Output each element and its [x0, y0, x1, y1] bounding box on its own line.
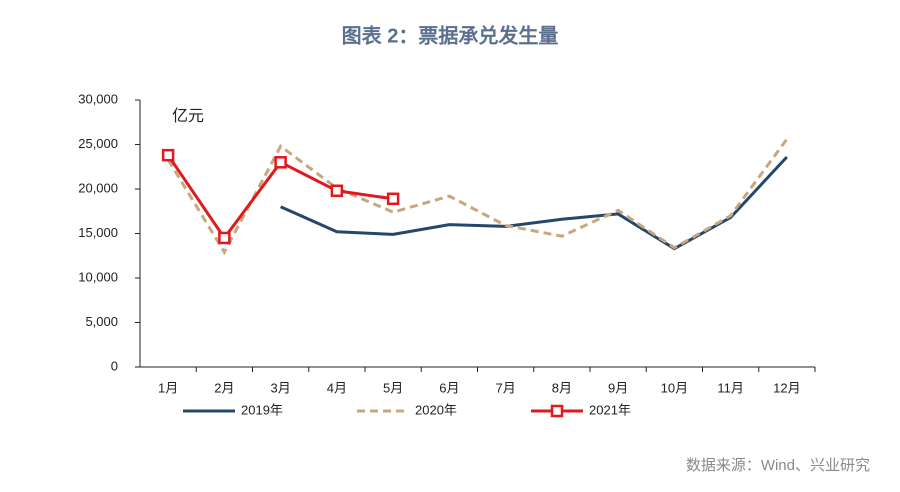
point-marker — [330, 184, 344, 198]
source-note: 数据来源：Wind、兴业研究 — [686, 457, 870, 474]
legend-marker — [550, 404, 564, 418]
x-tick-label: 2月 — [214, 380, 234, 395]
y-tick-label: 0 — [111, 358, 118, 373]
x-tick-label: 3月 — [271, 380, 291, 395]
x-tick-label: 7月 — [496, 380, 516, 395]
y-tick-label: 30,000 — [78, 91, 118, 106]
y-tick-label: 25,000 — [78, 136, 118, 151]
x-tick-label: 8月 — [552, 380, 572, 395]
chart-title: 图表 2：票据承兑发生量 — [342, 23, 559, 47]
x-tick-label: 6月 — [439, 380, 459, 395]
y-tick-label: 10,000 — [78, 269, 118, 284]
series-line — [280, 155, 788, 251]
legend-label: 2019年 — [241, 402, 283, 417]
point-marker — [386, 192, 400, 206]
point-marker — [161, 148, 175, 162]
series-line — [166, 138, 789, 256]
x-tick-label: 1月 — [158, 380, 178, 395]
x-tick-label: 10月 — [661, 380, 688, 395]
y-tick-label: 20,000 — [78, 180, 118, 195]
x-tick-label: 9月 — [608, 380, 628, 395]
legend-label: 2020年 — [415, 402, 457, 417]
y-axis-unit: 亿元 — [172, 107, 204, 125]
x-tick-label: 5月 — [383, 380, 403, 395]
legend-label: 2021年 — [589, 402, 631, 417]
x-tick-label: 12月 — [773, 380, 800, 395]
y-tick-label: 15,000 — [78, 225, 118, 240]
y-tick-label: 5,000 — [85, 314, 118, 329]
x-tick-label: 4月 — [327, 380, 347, 395]
point-marker — [218, 231, 231, 245]
x-tick-label: 11月 — [717, 380, 744, 395]
point-marker — [274, 156, 287, 169]
